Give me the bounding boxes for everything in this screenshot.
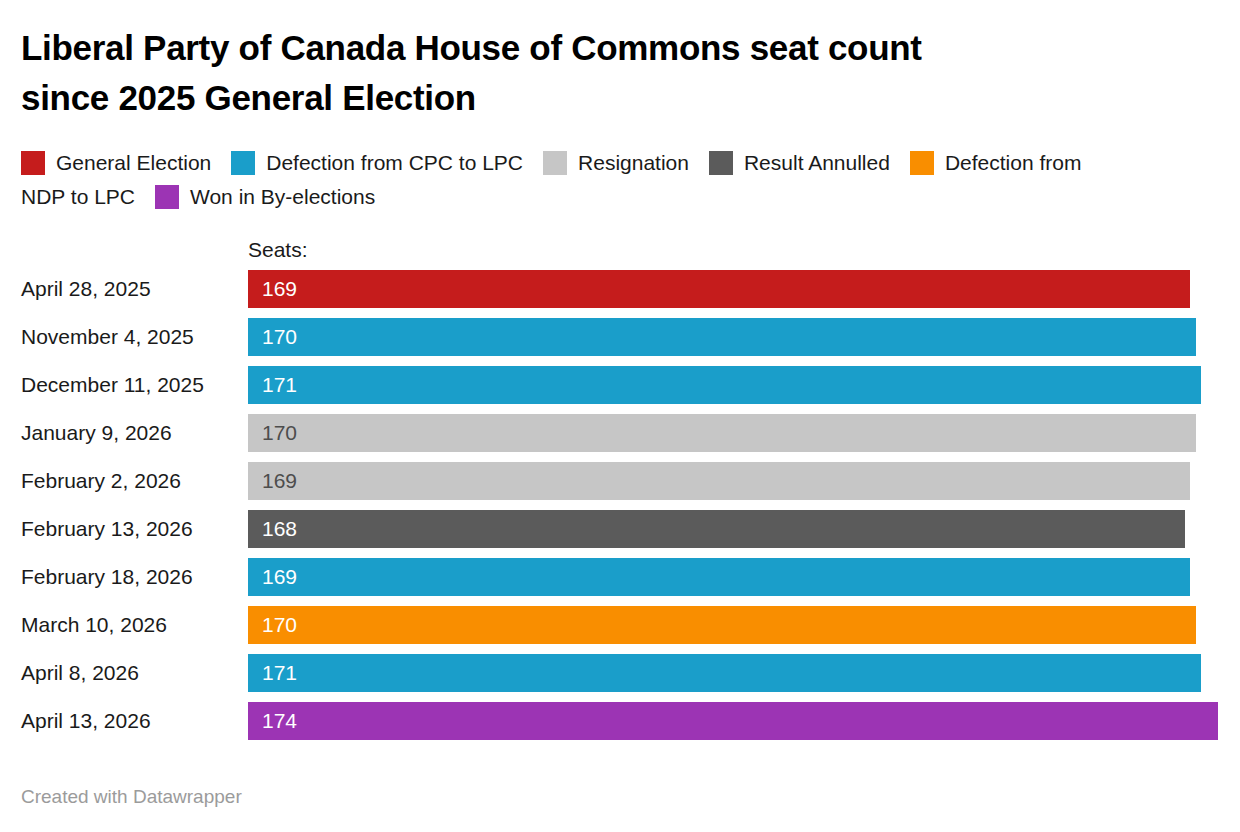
bar-chart: April 28, 2025 169 November 4, 2025 170 … (21, 270, 1218, 740)
legend-label: NDP to LPC (21, 185, 135, 209)
row-date-label: November 4, 2025 (21, 325, 248, 349)
row-date-label: March 10, 2026 (21, 613, 248, 637)
row-date-label: April 13, 2026 (21, 709, 248, 733)
legend-label: Defection from (945, 151, 1082, 175)
bar-track: 170 (248, 414, 1218, 452)
bar-track: 169 (248, 270, 1218, 308)
legend-label: Result Annulled (744, 151, 890, 175)
legend-item-defection-ndp-part1: Defection from (910, 151, 1082, 175)
bar-row: February 18, 2026 169 (21, 558, 1218, 596)
legend-item-defection-ndp-part2: NDP to LPC (21, 185, 135, 209)
bar-row: April 28, 2025 169 (21, 270, 1218, 308)
legend-swatch (910, 151, 934, 175)
bar[interactable]: 171 (248, 366, 1201, 404)
axis-label-seats: Seats: (248, 238, 1218, 262)
bar-row: March 10, 2026 170 (21, 606, 1218, 644)
page-title: Liberal Party of Canada House of Commons… (21, 23, 1218, 123)
row-date-label: April 8, 2026 (21, 661, 248, 685)
bar-value-label: 169 (262, 277, 297, 301)
bar-value-label: 170 (262, 613, 297, 637)
bar-row: February 13, 2026 168 (21, 510, 1218, 548)
legend-label: Resignation (578, 151, 689, 175)
bar-track: 170 (248, 606, 1218, 644)
legend-line-1: General Election Defection from CPC to L… (21, 146, 1218, 180)
row-date-label: December 11, 2025 (21, 373, 248, 397)
bar[interactable]: 171 (248, 654, 1201, 692)
bar-track: 168 (248, 510, 1218, 548)
legend-swatch (231, 151, 255, 175)
bar-row: February 2, 2026 169 (21, 462, 1218, 500)
bar-value-label: 169 (262, 565, 297, 589)
legend: General Election Defection from CPC to L… (21, 146, 1218, 214)
bar-value-label: 171 (262, 373, 297, 397)
row-date-label: February 13, 2026 (21, 517, 248, 541)
bar-row: April 8, 2026 171 (21, 654, 1218, 692)
bar[interactable]: 169 (248, 558, 1190, 596)
bar-track: 170 (248, 318, 1218, 356)
bar-row: November 4, 2025 170 (21, 318, 1218, 356)
bar[interactable]: 168 (248, 510, 1185, 548)
bar-value-label: 174 (262, 709, 297, 733)
bar-row: December 11, 2025 171 (21, 366, 1218, 404)
title-line-1: Liberal Party of Canada House of Commons… (21, 23, 1218, 73)
bar[interactable]: 170 (248, 606, 1196, 644)
bar-track: 169 (248, 558, 1218, 596)
legend-swatch (21, 151, 45, 175)
legend-item-won-byelections: Won in By-elections (155, 185, 375, 209)
bar-row: January 9, 2026 170 (21, 414, 1218, 452)
row-date-label: February 18, 2026 (21, 565, 248, 589)
bar-value-label: 170 (262, 421, 297, 445)
legend-label: Won in By-elections (190, 185, 375, 209)
legend-item-result-annulled: Result Annulled (709, 151, 890, 175)
row-date-label: April 28, 2025 (21, 277, 248, 301)
bar-value-label: 169 (262, 469, 297, 493)
legend-swatch (543, 151, 567, 175)
legend-swatch (709, 151, 733, 175)
chart-container: Liberal Party of Canada House of Commons… (0, 0, 1240, 808)
bar[interactable]: 169 (248, 462, 1190, 500)
bar-track: 169 (248, 462, 1218, 500)
legend-swatch (155, 185, 179, 209)
legend-line-2: NDP to LPC Won in By-elections (21, 180, 1218, 214)
legend-item-resignation: Resignation (543, 151, 689, 175)
bar-track: 174 (248, 702, 1218, 740)
legend-item-general-election: General Election (21, 151, 211, 175)
bar-value-label: 171 (262, 661, 297, 685)
legend-item-defection-cpc: Defection from CPC to LPC (231, 151, 523, 175)
title-line-2: since 2025 General Election (21, 73, 1218, 123)
bar[interactable]: 170 (248, 318, 1196, 356)
bar-track: 171 (248, 366, 1218, 404)
footer-credit: Created with Datawrapper (21, 786, 1218, 808)
bar-value-label: 170 (262, 325, 297, 349)
bar-track: 171 (248, 654, 1218, 692)
bar[interactable]: 170 (248, 414, 1196, 452)
bar[interactable]: 174 (248, 702, 1218, 740)
bar-row: April 13, 2026 174 (21, 702, 1218, 740)
bar[interactable]: 169 (248, 270, 1190, 308)
legend-label: General Election (56, 151, 211, 175)
legend-label: Defection from CPC to LPC (266, 151, 523, 175)
row-date-label: February 2, 2026 (21, 469, 248, 493)
bar-value-label: 168 (262, 517, 297, 541)
row-date-label: January 9, 2026 (21, 421, 248, 445)
